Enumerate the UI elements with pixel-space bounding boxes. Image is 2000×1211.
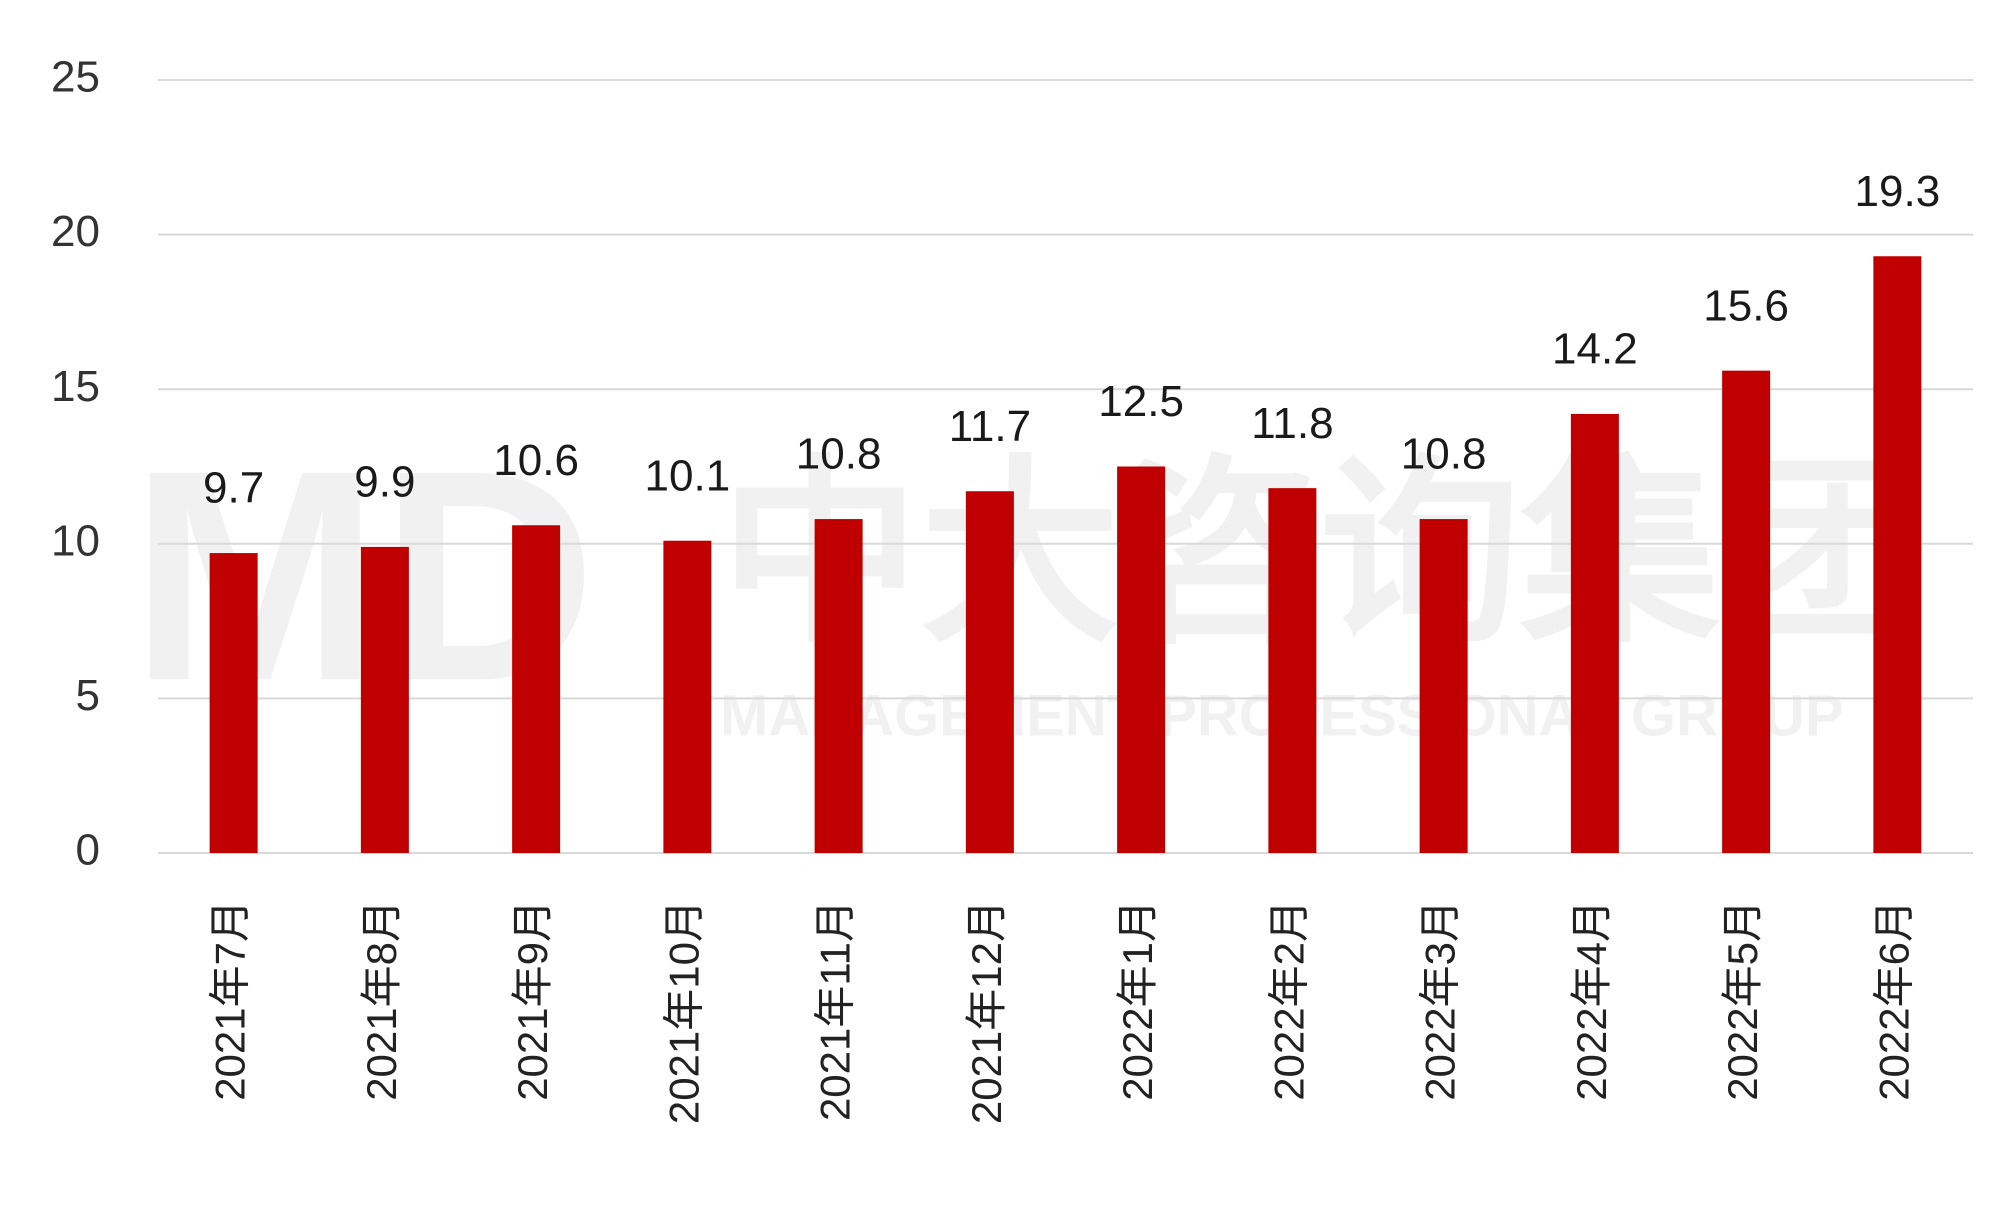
data-label: 10.8: [796, 430, 882, 479]
x-tick-label: 2021年11月: [812, 900, 859, 1121]
data-label: 11.7: [949, 402, 1031, 451]
x-tick-label: 2022年6月: [1870, 900, 1917, 1101]
y-tick-label: 15: [51, 362, 100, 411]
x-tick-label: 2022年5月: [1719, 900, 1766, 1101]
x-tick-label: 2022年1月: [1114, 900, 1161, 1101]
y-tick-label: 20: [51, 207, 100, 256]
data-label: 9.9: [354, 458, 415, 507]
data-label: 19.3: [1855, 167, 1941, 216]
x-tick-label: 2022年3月: [1417, 900, 1464, 1101]
data-label: 9.7: [203, 464, 264, 513]
bar: [360, 546, 409, 853]
y-tick-label: 10: [51, 516, 100, 565]
bar: [965, 491, 1014, 853]
x-tick-label: 2022年4月: [1568, 900, 1615, 1101]
bar: [1722, 370, 1771, 853]
x-tick-label: 2021年9月: [509, 900, 556, 1101]
bar: [209, 553, 258, 853]
x-tick-label: 2021年10月: [660, 900, 707, 1124]
data-label: 11.8: [1251, 399, 1333, 448]
x-tick-label: 2021年7月: [207, 900, 254, 1101]
data-label: 10.6: [493, 436, 579, 485]
bar: [814, 519, 863, 853]
x-tick-label: 2021年12月: [963, 900, 1010, 1124]
bar: [663, 540, 712, 853]
data-label: 14.2: [1552, 325, 1638, 374]
bar: [1873, 256, 1922, 853]
bar: [1419, 519, 1468, 853]
data-label: 15.6: [1703, 281, 1789, 330]
y-tick-label: 25: [51, 53, 100, 102]
y-tick-label: 0: [76, 826, 100, 875]
watermark-name: 中大咨询集团: [720, 443, 1920, 666]
x-tick-label: 2022年2月: [1265, 900, 1312, 1101]
data-label: 10.1: [645, 451, 731, 500]
bar: [512, 525, 561, 853]
y-tick-label: 5: [76, 671, 100, 720]
data-label: 12.5: [1098, 377, 1184, 426]
x-tick-label: 2021年8月: [358, 900, 405, 1101]
data-label: 10.8: [1401, 430, 1487, 479]
bar: [1117, 466, 1166, 853]
bar: [1268, 488, 1317, 853]
bar: [1570, 413, 1619, 853]
